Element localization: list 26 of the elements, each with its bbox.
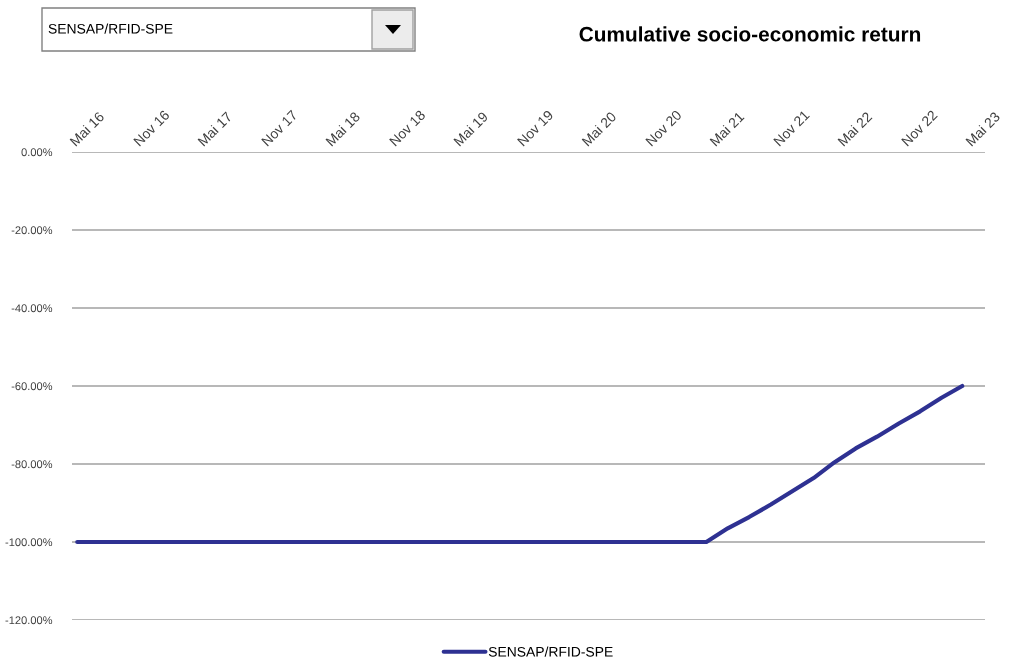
x-tick-label: Nov 17 bbox=[261, 109, 298, 147]
line-series bbox=[75, 383, 965, 545]
x-tick-label: Nov 21 bbox=[773, 109, 810, 147]
x-tick-label: Mai 20 bbox=[581, 110, 617, 147]
x-tick-label: Mai 17 bbox=[197, 111, 233, 147]
x-tick-label: Mai 23 bbox=[965, 111, 1001, 147]
x-tick-label: Nov 16 bbox=[133, 109, 171, 147]
y-tick-label: -40.00% bbox=[11, 304, 53, 313]
x-tick-label: Nov 18 bbox=[389, 109, 426, 147]
y-tick-label: -120.00% bbox=[5, 616, 53, 625]
x-tick-label: Mai 18 bbox=[325, 111, 361, 147]
legend-label: SENSAP/RFID-SPE bbox=[488, 646, 613, 657]
y-tick-label: -60.00% bbox=[11, 382, 53, 391]
y-tick-label: -80.00% bbox=[11, 460, 53, 469]
x-tick-label: Mai 21 bbox=[709, 111, 745, 147]
text: SENSAP/RFID-SPE bbox=[48, 23, 173, 34]
x-tick-label: Mai 19 bbox=[453, 111, 489, 147]
x-tick-label: Mai 16 bbox=[69, 111, 105, 147]
y-tick-label: -20.00% bbox=[11, 226, 53, 235]
x-tick-label: Nov 20 bbox=[645, 109, 683, 147]
x-tick-label: Mai 22 bbox=[837, 111, 873, 147]
y-tick-label: 0.00% bbox=[21, 148, 53, 157]
x-tick-label: Nov 22 bbox=[901, 109, 938, 147]
chart-title: Cumulative socio-economic return bbox=[579, 26, 921, 42]
y-tick-label: -100.00% bbox=[5, 538, 53, 547]
x-tick-label: Nov 19 bbox=[516, 109, 554, 147]
